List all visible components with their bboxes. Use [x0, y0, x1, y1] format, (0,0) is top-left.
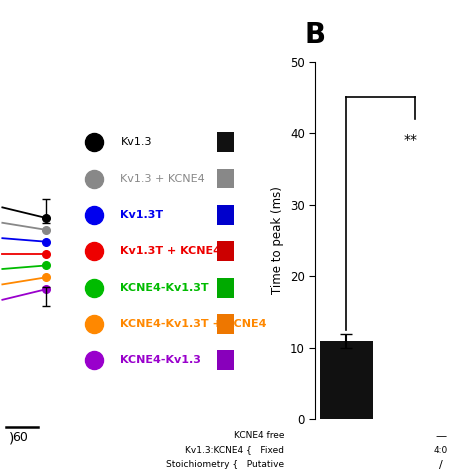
Text: 4:0: 4:0 [434, 446, 448, 455]
Text: Kv1.3T + KCNE4: Kv1.3T + KCNE4 [120, 246, 221, 256]
Y-axis label: Time to peak (ms): Time to peak (ms) [271, 187, 284, 294]
Text: KCNE4-Kv1.3T + KCNE4: KCNE4-Kv1.3T + KCNE4 [120, 319, 267, 329]
Text: /: / [439, 460, 443, 470]
Bar [320, 341, 373, 419]
Text: Kv1.3: Kv1.3 [120, 137, 152, 147]
Text: Kv1.3:KCNE4 {   Fixed: Kv1.3:KCNE4 { Fixed [185, 446, 284, 455]
Bar [218, 350, 234, 370]
Text: KCNE4 free: KCNE4 free [234, 431, 284, 440]
Text: **: ** [403, 133, 418, 147]
Bar [218, 314, 234, 334]
Bar [218, 278, 234, 298]
Text: Kv1.3T: Kv1.3T [120, 210, 164, 220]
Text: KCNE4-Kv1.3: KCNE4-Kv1.3 [120, 355, 201, 365]
Bar [218, 205, 234, 225]
Text: 60: 60 [12, 431, 27, 444]
Text: Kv1.3 + KCNE4: Kv1.3 + KCNE4 [120, 173, 205, 183]
Bar [218, 241, 234, 261]
Bar [218, 132, 234, 152]
Text: —: — [435, 431, 447, 441]
Text: B: B [305, 21, 326, 49]
Text: Stoichiometry {   Putative: Stoichiometry { Putative [166, 460, 284, 469]
Text: KCNE4-Kv1.3T: KCNE4-Kv1.3T [120, 283, 209, 292]
Bar [218, 169, 234, 189]
Text: ): ) [9, 431, 14, 446]
